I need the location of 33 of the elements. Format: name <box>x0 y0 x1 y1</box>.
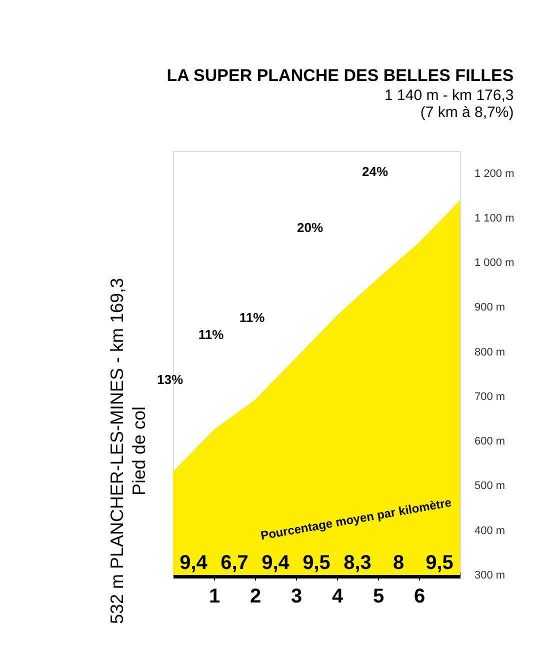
annotation: 9,5 <box>302 552 330 574</box>
y-tick-label: 1 000 m <box>474 257 514 270</box>
y-tick-label: 700 m <box>474 390 506 403</box>
x-tick-label: 3 <box>290 586 302 608</box>
chart-subtitle: 1 140 m - km 176,3 (7 km à 8,7%) <box>384 87 514 121</box>
annotation: 9,5 <box>426 552 454 574</box>
x-tick-label: 1 <box>208 586 220 608</box>
annotation: 8 <box>392 552 404 574</box>
y-tick-label: 800 m <box>474 346 506 358</box>
x-tick-label: 6 <box>414 586 426 608</box>
annotation: 8,3 <box>344 552 372 574</box>
y-tick-label: 1 100 m <box>474 212 514 224</box>
annotation: 13% <box>156 372 184 387</box>
annotation: 20% <box>296 220 324 235</box>
annotation: 11% <box>239 310 266 325</box>
y-tick-label: 900 m <box>474 302 506 314</box>
y-tick-label: 1 200 m <box>474 168 514 180</box>
annotation: 9,4 <box>180 552 208 574</box>
annotation: 24% <box>362 164 388 179</box>
y-tick-label: 600 m <box>474 436 506 448</box>
annotation: 6,7 <box>220 552 248 574</box>
y-tick-label: 300 m <box>474 570 506 582</box>
annotation: 9,4 <box>262 552 290 574</box>
y-tick-label: 400 m <box>474 524 506 537</box>
annotation: 11% <box>198 327 224 342</box>
x-tick-label: 2 <box>250 586 262 608</box>
annotation: Pourcentage moyen par kilomètre <box>260 495 453 543</box>
x-tick-label: 4 <box>332 586 344 608</box>
y-tick-label: 500 m <box>474 480 506 492</box>
x-tick-label: 5 <box>372 586 384 608</box>
text: 532 m PLANCHER-LES-MINES - km 169,3 <box>107 278 127 624</box>
chart-title: LA SUPER PLANCHE DES BELLES FILLES <box>166 66 514 85</box>
text: Pied de col <box>129 406 149 496</box>
